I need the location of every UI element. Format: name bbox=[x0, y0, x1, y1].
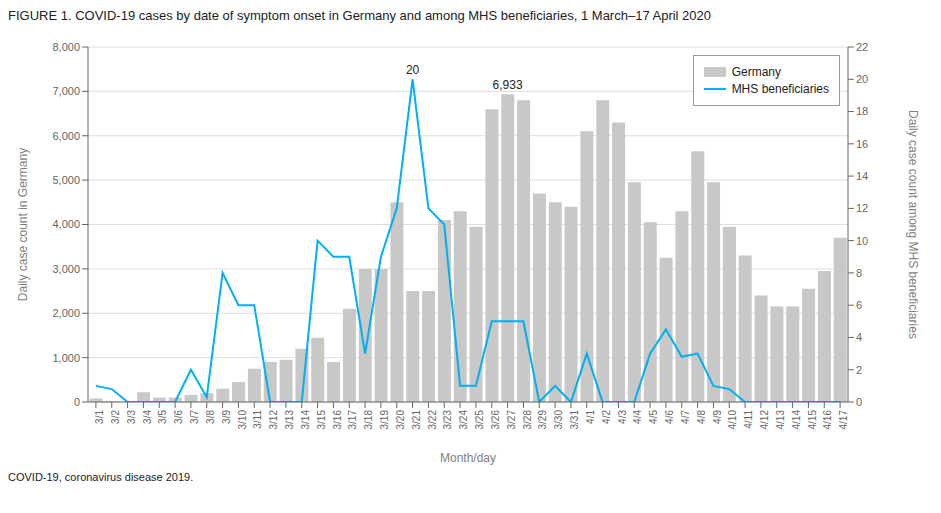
svg-text:20: 20 bbox=[856, 73, 868, 85]
svg-text:0: 0 bbox=[856, 396, 862, 408]
svg-text:4/7: 4/7 bbox=[680, 410, 691, 424]
svg-text:2: 2 bbox=[856, 364, 862, 376]
svg-text:3/15: 3/15 bbox=[316, 410, 327, 430]
svg-text:3/11: 3/11 bbox=[252, 410, 263, 429]
svg-text:12: 12 bbox=[856, 202, 868, 214]
svg-text:4/11: 4/11 bbox=[743, 410, 754, 429]
svg-text:3/6: 3/6 bbox=[173, 410, 184, 424]
svg-text:3/8: 3/8 bbox=[205, 410, 216, 424]
svg-text:3/10: 3/10 bbox=[237, 410, 248, 430]
svg-text:4/4: 4/4 bbox=[632, 410, 643, 424]
svg-text:4/9: 4/9 bbox=[712, 410, 723, 424]
svg-text:3/19: 3/19 bbox=[379, 410, 390, 430]
svg-text:3/24: 3/24 bbox=[458, 410, 469, 430]
svg-text:5,000: 5,000 bbox=[52, 174, 80, 186]
svg-text:3/22: 3/22 bbox=[427, 410, 438, 430]
svg-text:3/21: 3/21 bbox=[411, 410, 422, 430]
html-text:FIGURE 1. COVID-19 cases by da: FIGURE 1. COVID-19 cases by date of symp… bbox=[8, 8, 711, 23]
svg-text:3/29: 3/29 bbox=[537, 410, 548, 430]
svg-text:4/14: 4/14 bbox=[791, 410, 802, 430]
svg-text:4/2: 4/2 bbox=[601, 410, 612, 424]
svg-text:3/30: 3/30 bbox=[553, 410, 564, 430]
svg-text:22: 22 bbox=[856, 41, 868, 53]
html-text:MHS beneficiaries: MHS beneficiaries bbox=[731, 82, 829, 96]
html-text:Germany: Germany bbox=[731, 65, 781, 79]
svg-text:3/7: 3/7 bbox=[189, 410, 200, 424]
svg-text:3/5: 3/5 bbox=[157, 410, 168, 424]
svg-text:3/12: 3/12 bbox=[268, 410, 279, 430]
svg-text:4/15: 4/15 bbox=[807, 410, 818, 430]
svg-text:16: 16 bbox=[856, 138, 868, 150]
svg-text:8,000: 8,000 bbox=[52, 41, 80, 53]
svg-text:3/28: 3/28 bbox=[522, 410, 533, 430]
svg-text:3/16: 3/16 bbox=[332, 410, 343, 430]
svg-text:10: 10 bbox=[856, 235, 868, 247]
svg-text:3/2: 3/2 bbox=[110, 410, 121, 424]
svg-text:6,933: 6,933 bbox=[493, 78, 523, 92]
svg-text:4/8: 4/8 bbox=[696, 410, 707, 424]
svg-text:3/20: 3/20 bbox=[395, 410, 406, 430]
svg-text:3/1: 3/1 bbox=[94, 410, 105, 424]
svg-text:4,000: 4,000 bbox=[52, 218, 80, 230]
svg-text:3/4: 3/4 bbox=[142, 410, 153, 424]
svg-text:3/25: 3/25 bbox=[474, 410, 485, 430]
svg-text:3/13: 3/13 bbox=[284, 410, 295, 430]
svg-text:4/6: 4/6 bbox=[664, 410, 675, 424]
svg-text:3/23: 3/23 bbox=[442, 410, 453, 430]
svg-text:4/16: 4/16 bbox=[822, 410, 833, 430]
svg-text:20: 20 bbox=[406, 63, 420, 77]
svg-text:Month/day: Month/day bbox=[440, 451, 496, 465]
svg-text:Daily case count among MHS ben: Daily case count among MHS beneficiaries bbox=[906, 110, 920, 339]
svg-text:3/3: 3/3 bbox=[126, 410, 137, 424]
svg-text:4/1: 4/1 bbox=[585, 410, 596, 424]
svg-text:6,000: 6,000 bbox=[52, 130, 80, 142]
svg-text:3/26: 3/26 bbox=[490, 410, 501, 430]
svg-text:6: 6 bbox=[856, 299, 862, 311]
svg-text:4/12: 4/12 bbox=[759, 410, 770, 430]
svg-text:2,000: 2,000 bbox=[52, 307, 80, 319]
svg-text:4/3: 4/3 bbox=[617, 410, 628, 424]
svg-text:3/27: 3/27 bbox=[506, 410, 517, 430]
svg-text:14: 14 bbox=[856, 170, 868, 182]
svg-text:18: 18 bbox=[856, 105, 868, 117]
svg-text:3/18: 3/18 bbox=[363, 410, 374, 430]
svg-text:8: 8 bbox=[856, 267, 862, 279]
svg-text:4/13: 4/13 bbox=[775, 410, 786, 430]
svg-text:4/10: 4/10 bbox=[727, 410, 738, 430]
svg-text:3/17: 3/17 bbox=[347, 410, 358, 430]
svg-text:7,000: 7,000 bbox=[52, 85, 80, 97]
svg-text:1,000: 1,000 bbox=[52, 352, 80, 364]
svg-text:4/5: 4/5 bbox=[648, 410, 659, 424]
html-text:COVID-19, coronavirus disease: COVID-19, coronavirus disease 2019. bbox=[8, 471, 194, 483]
svg-text:3/31: 3/31 bbox=[569, 410, 580, 430]
svg-text:3/14: 3/14 bbox=[300, 410, 311, 430]
svg-text:4/17: 4/17 bbox=[838, 410, 849, 430]
svg-text:0: 0 bbox=[74, 396, 80, 408]
svg-text:Daily case count in Germany: Daily case count in Germany bbox=[16, 148, 30, 301]
svg-text:3,000: 3,000 bbox=[52, 263, 80, 275]
svg-text:4: 4 bbox=[856, 331, 862, 343]
svg-text:3/9: 3/9 bbox=[221, 410, 232, 424]
